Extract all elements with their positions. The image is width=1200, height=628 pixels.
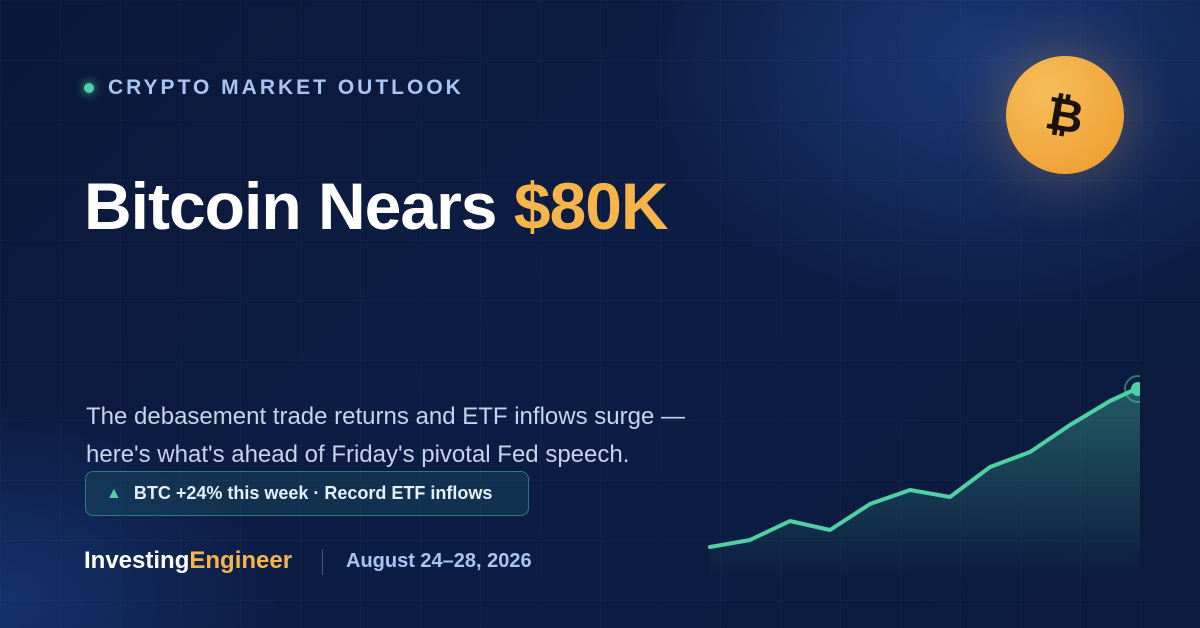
sparkline-mask	[1140, 360, 1200, 600]
brand-second: Engineer	[189, 547, 293, 574]
badge: ▲ BTC +24% this week · Record ETF inflow…	[85, 471, 529, 516]
headline: Bitcoin Nears $80K	[84, 168, 669, 244]
badge-text: BTC +24% this week · Record ETF inflows	[133, 483, 493, 503]
headline-main: Bitcoin Nears	[84, 169, 497, 243]
badge-icon: ▲	[106, 484, 122, 502]
headline-highlight: $80K	[513, 169, 669, 243]
sparkline-area	[710, 388, 1140, 580]
brand-first: Investing	[84, 547, 190, 574]
coin: ₿	[1006, 56, 1124, 174]
coin-symbol: ₿	[1042, 86, 1088, 144]
eyebrow-dot	[84, 83, 94, 93]
subtitle: The debasement trade returns and ETF inf…	[86, 403, 685, 468]
eyebrow: CRYPTO MARKET OUTLOOK	[108, 76, 464, 99]
brand: InvestingEngineer	[84, 547, 292, 575]
date: August 24–28, 2026	[346, 550, 532, 572]
divider	[322, 549, 323, 575]
sparkline	[708, 386, 1140, 549]
